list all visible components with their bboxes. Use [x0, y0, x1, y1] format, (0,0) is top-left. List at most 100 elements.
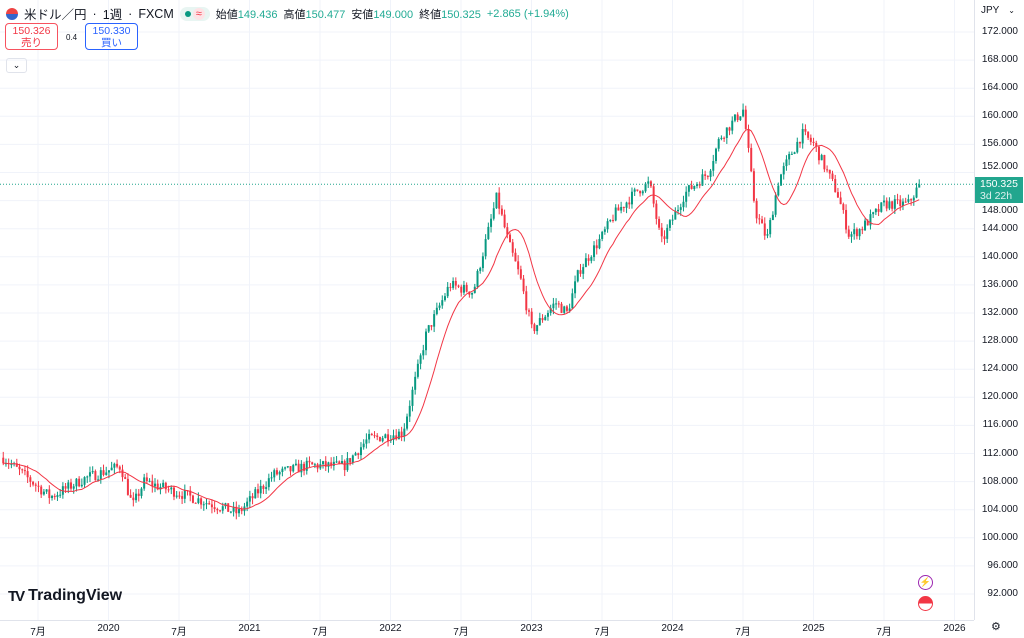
collapse-legend-button[interactable]: ⌄: [6, 58, 27, 73]
time-tick: 2023: [520, 623, 543, 634]
candle-body: [213, 507, 216, 509]
market-status[interactable]: ≈: [179, 6, 210, 21]
candle-body: [107, 470, 110, 473]
buy-button[interactable]: 150.330 買い: [85, 23, 138, 50]
candle-body: [183, 490, 186, 499]
candle-body: [530, 311, 533, 325]
candle-body: [403, 428, 406, 437]
candle-body: [701, 174, 704, 186]
price-chart[interactable]: [0, 0, 974, 620]
candle-body: [140, 488, 143, 496]
tradingview-logo[interactable]: TV TradingView: [8, 587, 122, 605]
current-price-label: 150.325 3d 22h: [975, 177, 1023, 203]
candle-body: [771, 214, 774, 221]
candle-body: [679, 207, 682, 210]
candle-body: [904, 201, 907, 203]
candle-body: [343, 461, 346, 471]
settings-gear-icon[interactable]: ⚙: [991, 621, 1001, 633]
candle-body: [156, 483, 159, 490]
candle-body: [37, 485, 40, 487]
candle-body: [880, 202, 883, 212]
candle-body: [647, 181, 650, 184]
candle-body: [492, 208, 495, 219]
candle-body: [284, 467, 287, 469]
candle-body: [546, 312, 549, 317]
candle-body: [435, 307, 438, 315]
candle-body: [21, 469, 24, 471]
candle-body: [782, 166, 785, 175]
candle-body: [630, 191, 633, 205]
candle-body: [378, 437, 381, 442]
candle-body: [912, 197, 915, 201]
candle-body: [785, 159, 788, 167]
candle-body: [636, 189, 639, 191]
candle-body: [392, 435, 395, 440]
candle-body: [465, 284, 468, 292]
candle-body: [406, 416, 409, 429]
candle-body: [777, 185, 780, 196]
price-tick: 92.000: [987, 588, 1018, 599]
candle-body: [294, 463, 297, 465]
candle-body: [443, 296, 446, 301]
candle-body: [536, 325, 539, 332]
candle-body: [200, 498, 203, 505]
candle-body: [216, 508, 219, 511]
candle-body: [712, 161, 715, 171]
time-axis[interactable]: 7月 2020 7月 2021 7月 2022 7月 2023 7月 2024 7月 2025 7月 20…: [0, 620, 974, 638]
candle-body: [663, 236, 666, 239]
candle-body: [159, 486, 162, 490]
candle-body: [668, 220, 671, 228]
candle-body: [584, 258, 587, 268]
candle-body: [259, 485, 262, 494]
candle-body: [126, 478, 129, 495]
candle-body: [427, 325, 430, 332]
candle-body: [23, 470, 26, 472]
candle-body: [834, 178, 837, 193]
candle-body: [742, 109, 745, 117]
candle-body: [256, 489, 259, 494]
time-tick: 2024: [661, 623, 684, 634]
candle-body: [2, 457, 5, 464]
candle-body: [655, 203, 658, 219]
candle-body: [330, 462, 333, 466]
candle-body: [313, 464, 316, 466]
candle-body: [552, 303, 555, 309]
candle-body: [866, 220, 869, 226]
candle-body: [387, 434, 390, 441]
currency-select[interactable]: JPY ⌄: [978, 2, 1018, 19]
time-tick: 7月: [30, 627, 46, 638]
candle-body: [322, 461, 325, 465]
candle-body: [67, 482, 70, 489]
symbol-name[interactable]: 米ドル／円: [24, 8, 87, 22]
candle-body: [487, 226, 490, 240]
time-tick: 7月: [735, 627, 751, 638]
price-tick: 160.000: [981, 110, 1018, 122]
price-tick: 140.000: [981, 250, 1018, 262]
candle-body: [660, 227, 663, 237]
candle-body: [842, 204, 845, 210]
candle-body: [479, 268, 482, 271]
price-tick: 120.000: [981, 391, 1018, 403]
candle-body: [365, 439, 368, 444]
candle-body: [105, 472, 108, 475]
candle-body: [733, 114, 736, 121]
candle-body: [305, 460, 308, 471]
candle-body: [438, 305, 441, 308]
candle-body: [97, 479, 100, 481]
us-event-flag-icon[interactable]: [918, 596, 933, 611]
sell-button[interactable]: 150.326 売り: [5, 23, 58, 50]
close-value: 150.325: [441, 8, 481, 21]
event-lightning-icon[interactable]: ⚡: [918, 575, 933, 590]
candle-body: [113, 463, 116, 468]
candle-body: [861, 229, 864, 231]
candle-body: [248, 496, 251, 502]
candle-body: [26, 471, 29, 478]
candle-body: [907, 199, 910, 202]
candle-body: [796, 141, 799, 153]
candle-body: [698, 184, 701, 186]
candle-body: [809, 137, 812, 142]
price-axis[interactable]: 172.000 168.000 164.000 160.000 156.000 152.0…: [974, 0, 1024, 620]
candle-body: [609, 219, 612, 222]
candle-body: [723, 137, 726, 139]
interval[interactable]: 1週: [102, 8, 123, 22]
